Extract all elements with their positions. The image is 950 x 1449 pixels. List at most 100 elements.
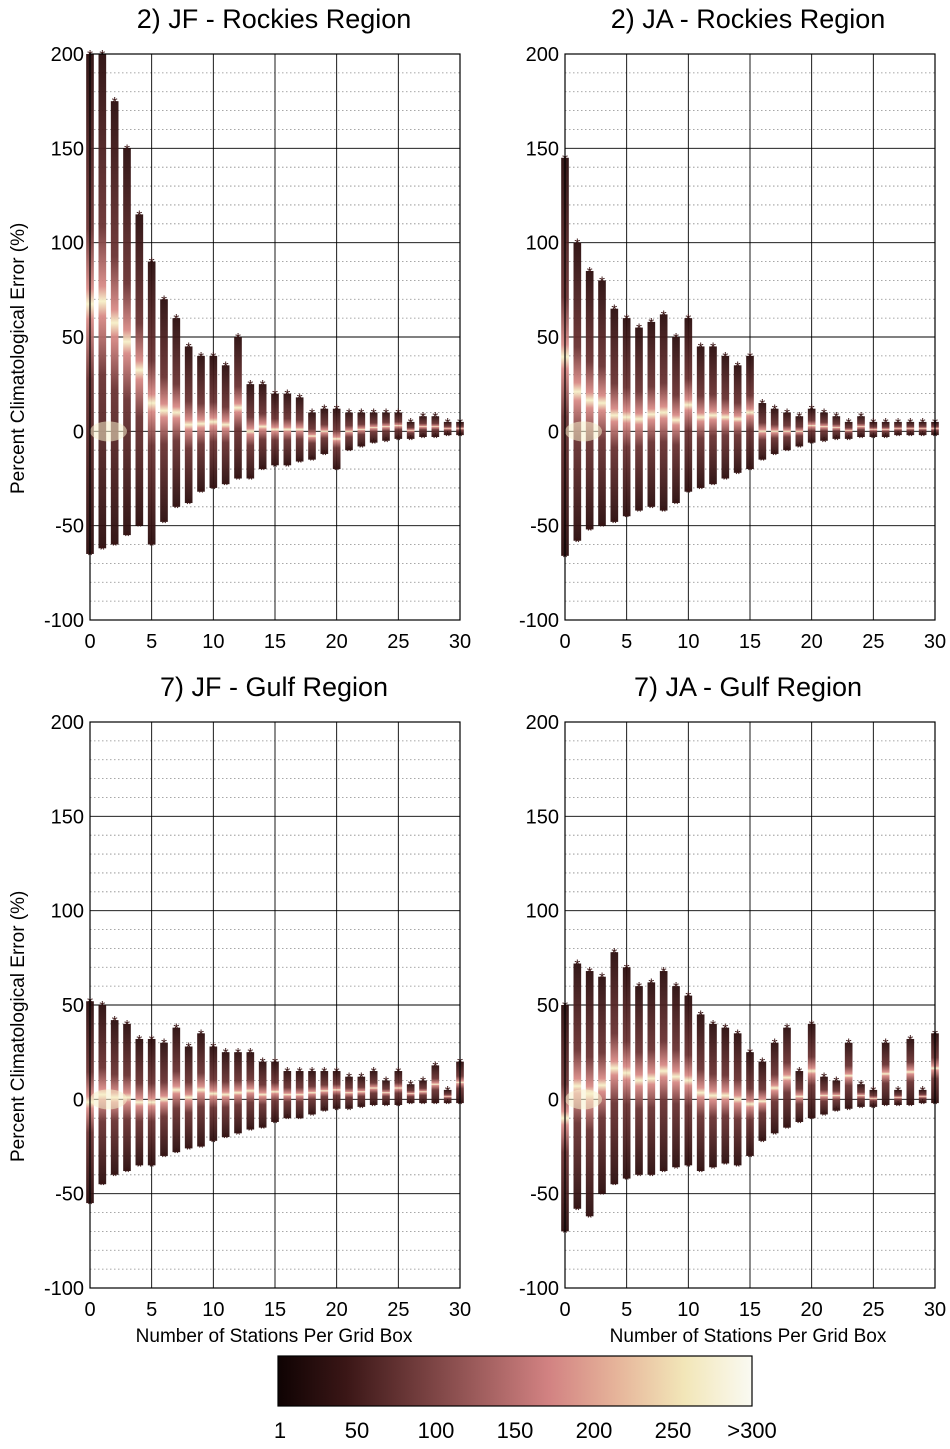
outlier-marker: * (112, 1168, 118, 1185)
plot-frame (89, 721, 461, 1289)
outlier-marker: * (710, 339, 716, 356)
outlier-marker: * (284, 1111, 290, 1128)
outlier-marker: * (821, 1107, 827, 1124)
outlier-marker: * (846, 432, 852, 449)
x-tick-label: 25 (862, 1299, 884, 1321)
station-column (234, 1052, 242, 1134)
outlier-marker: * (784, 1021, 790, 1038)
y-tick-label: -50 (55, 1184, 84, 1206)
station-column (160, 1042, 168, 1156)
outlier-marker: * (661, 964, 667, 981)
station-column (758, 1061, 767, 1141)
outlier-marker: * (124, 528, 130, 545)
outlier-marker: * (698, 339, 704, 356)
station-column (320, 1071, 329, 1111)
outlier-marker: * (272, 1055, 278, 1072)
outlier-marker: * (186, 339, 192, 356)
outlier-marker: * (371, 405, 377, 422)
outlier-marker: * (186, 1141, 192, 1158)
outlier-marker: * (574, 534, 580, 551)
station-column (622, 318, 631, 517)
station-column (172, 318, 181, 507)
outlier-marker: * (149, 1032, 155, 1049)
outlier-marker: * (920, 428, 926, 445)
y-tick-label: 50 (537, 327, 559, 349)
outlier-marker: * (920, 415, 926, 432)
station-column (918, 1089, 927, 1104)
station-column (758, 403, 767, 460)
dense-zero-cluster (565, 1089, 602, 1110)
outlier-marker: * (383, 434, 389, 451)
station-column (345, 1076, 353, 1109)
outlier-marker: * (624, 960, 630, 977)
outlier-marker: * (673, 979, 679, 996)
station-column (135, 214, 144, 526)
outlier-marker: * (759, 396, 765, 413)
station-column (807, 408, 816, 443)
y-tick-label: 50 (62, 327, 84, 349)
y-tick-label: -100 (519, 1278, 559, 1300)
station-column (197, 355, 205, 492)
outlier-marker: * (624, 509, 630, 526)
station-column (258, 384, 267, 470)
outlier-marker: * (420, 409, 426, 426)
panel-4-x-axis-label: Number of Stations Per Grid Box (609, 1326, 887, 1347)
station-column (246, 1052, 255, 1130)
outlier-marker: * (858, 1077, 864, 1094)
outlier-marker: * (870, 1100, 876, 1117)
outlier-marker: * (136, 207, 142, 224)
outlier-marker: * (321, 1064, 327, 1081)
outlier-marker: * (112, 94, 118, 111)
y-tick-label: 100 (526, 233, 559, 255)
outlier-marker: * (272, 458, 278, 475)
station-column (246, 384, 255, 479)
outlier-marker: * (747, 1149, 753, 1166)
station-column (209, 1046, 218, 1141)
colorbar-gradient (277, 1355, 753, 1407)
station-column (857, 416, 865, 437)
station-column (431, 1065, 440, 1104)
station-column (672, 337, 680, 504)
outlier-marker: * (636, 321, 642, 338)
outlier-marker: * (149, 255, 155, 272)
station-column (369, 1071, 378, 1105)
station-column (382, 1080, 390, 1105)
station-column (733, 1033, 742, 1166)
colorbar-tick-label: 150 (496, 1418, 534, 1443)
y-tick-label: -50 (55, 516, 84, 538)
x-tick-label: 15 (739, 631, 761, 653)
outlier-marker: * (260, 1055, 266, 1072)
outlier-marker: * (260, 1121, 266, 1138)
station-column (647, 982, 656, 1175)
outlier-marker: * (383, 1098, 389, 1115)
outlier-marker: * (383, 1073, 389, 1090)
outlier-marker: * (346, 1102, 352, 1119)
station-column (573, 242, 582, 541)
station-column (295, 397, 304, 462)
station-column (357, 1076, 366, 1107)
station-column (844, 1042, 853, 1109)
dense-zero-cluster (90, 1089, 127, 1110)
outlier-marker: * (198, 485, 204, 502)
station-column (844, 421, 853, 439)
outlier-marker: * (260, 377, 266, 394)
station-column (283, 393, 292, 466)
outlier-marker: * (574, 236, 580, 253)
station-column (684, 995, 693, 1166)
station-column (869, 421, 878, 437)
y-tick-label: 0 (548, 421, 559, 443)
station-column (197, 1033, 205, 1147)
station-column (382, 412, 390, 441)
outlier-marker: * (334, 402, 340, 419)
outlier-marker: * (395, 1098, 401, 1115)
outlier-marker: * (587, 522, 593, 539)
outlier-marker: * (673, 496, 679, 513)
y-tick-label: 200 (526, 712, 559, 734)
outlier-marker: * (223, 1045, 229, 1062)
outlier-marker: * (870, 430, 876, 447)
station-column (573, 963, 582, 1209)
outlier-marker: * (210, 1040, 216, 1057)
station-column (345, 412, 353, 451)
outlier-marker: * (358, 405, 364, 422)
